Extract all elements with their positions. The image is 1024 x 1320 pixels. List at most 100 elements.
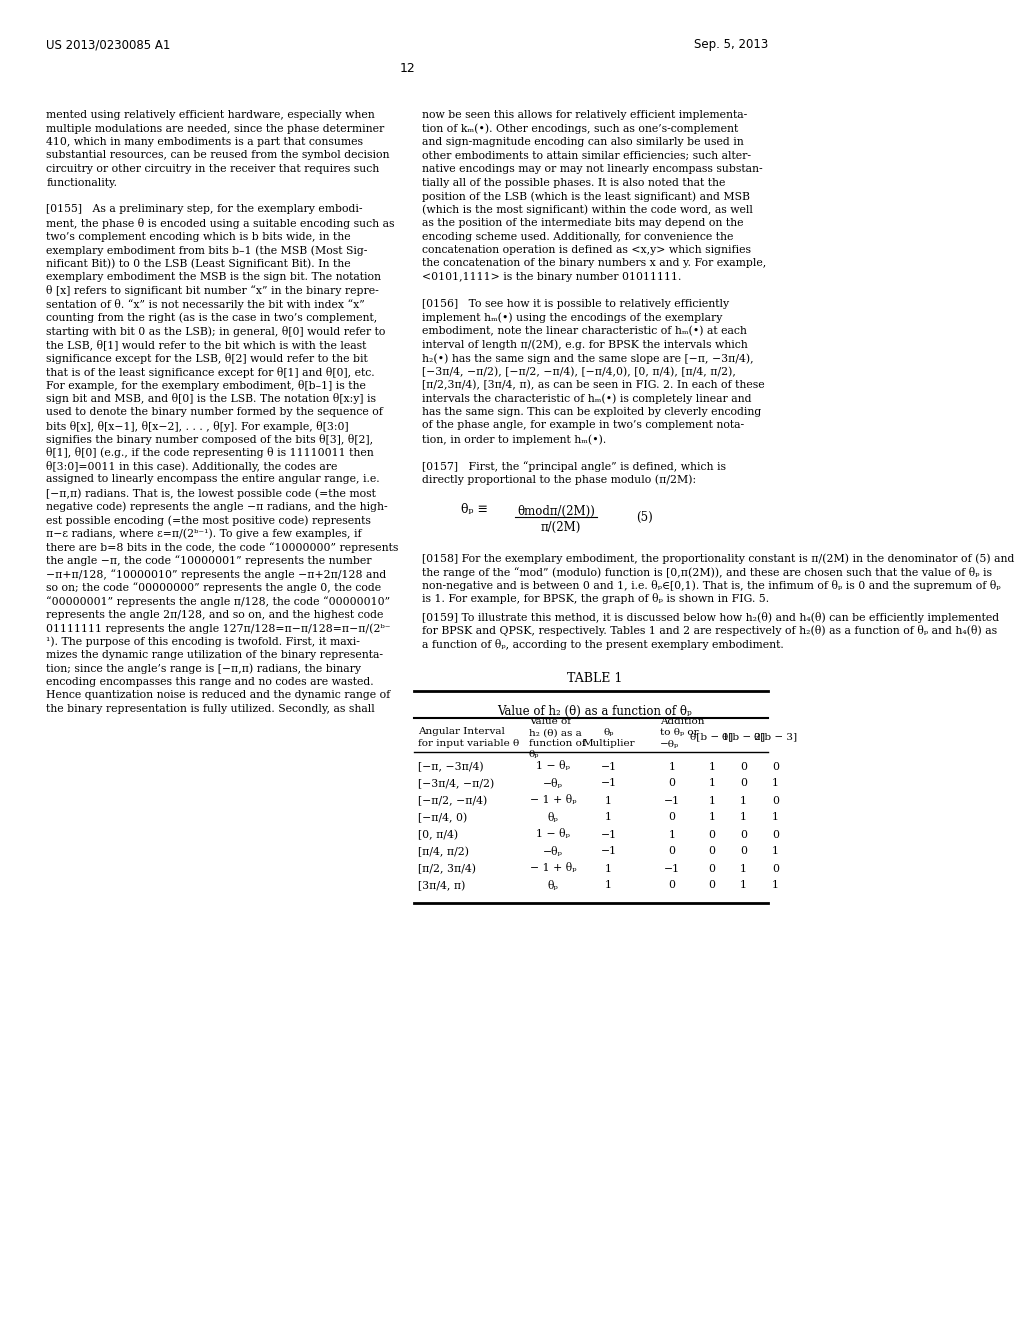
Text: 0: 0: [709, 863, 716, 874]
Text: has the same sign. This can be exploited by cleverly encoding: has the same sign. This can be exploited…: [422, 407, 761, 417]
Text: Value of: Value of: [529, 718, 571, 726]
Text: 1: 1: [709, 796, 716, 805]
Text: [−π/4, 0): [−π/4, 0): [418, 813, 467, 822]
Text: encoding scheme used. Additionally, for convenience the: encoding scheme used. Additionally, for …: [422, 231, 733, 242]
Text: of the phase angle, for example in two’s complement nota-: of the phase angle, for example in two’s…: [422, 421, 743, 430]
Text: [−π,π) radians. That is, the lowest possible code (=the most: [−π,π) radians. That is, the lowest poss…: [46, 488, 376, 499]
Text: as the position of the intermediate bits may depend on the: as the position of the intermediate bits…: [422, 218, 743, 228]
Text: sentation of θ. “x” is not necessarily the bit with index “x”: sentation of θ. “x” is not necessarily t…: [46, 300, 365, 310]
Text: 0: 0: [740, 846, 748, 857]
Text: Sep. 5, 2013: Sep. 5, 2013: [694, 38, 768, 51]
Text: 0: 0: [772, 796, 779, 805]
Text: [π/2, 3π/4): [π/2, 3π/4): [418, 863, 475, 874]
Text: intervals the characteristic of hₘ(•) is completely linear and: intervals the characteristic of hₘ(•) is…: [422, 393, 751, 404]
Text: tially all of the possible phases. It is also noted that the: tially all of the possible phases. It is…: [422, 177, 725, 187]
Text: θₚ: θₚ: [529, 751, 540, 759]
Text: 0: 0: [772, 762, 779, 771]
Text: 0: 0: [669, 846, 676, 857]
Text: 410, which in many embodiments is a part that consumes: 410, which in many embodiments is a part…: [46, 137, 364, 147]
Text: the binary representation is fully utilized. Secondly, as shall: the binary representation is fully utili…: [46, 704, 375, 714]
Text: Multiplier: Multiplier: [583, 738, 635, 747]
Text: π/(2M): π/(2M): [541, 521, 582, 535]
Text: 1: 1: [605, 863, 612, 874]
Text: [−π, −3π/4): [−π, −3π/4): [418, 762, 483, 772]
Text: 0: 0: [669, 813, 676, 822]
Text: 0: 0: [740, 829, 748, 840]
Text: [0156]   To see how it is possible to relatively efficiently: [0156] To see how it is possible to rela…: [422, 300, 729, 309]
Text: 0: 0: [709, 880, 716, 891]
Text: counting from the right (as is the case in two’s complement,: counting from the right (as is the case …: [46, 313, 378, 323]
Text: θ[b − 1]: θ[b − 1]: [690, 733, 733, 742]
Text: −1: −1: [600, 846, 616, 857]
Text: native encodings may or may not linearly encompass substan-: native encodings may or may not linearly…: [422, 164, 762, 174]
Text: <0101,1111> is the binary number 01011111.: <0101,1111> is the binary number 0101111…: [422, 272, 681, 282]
Text: [π/4, π/2): [π/4, π/2): [418, 846, 469, 857]
Text: signifies the binary number composed of the bits θ[3], θ[2],: signifies the binary number composed of …: [46, 434, 374, 445]
Text: and sign-magnitude encoding can also similarly be used in: and sign-magnitude encoding can also sim…: [422, 137, 743, 147]
Text: Hence quantization noise is reduced and the dynamic range of: Hence quantization noise is reduced and …: [46, 690, 390, 701]
Text: 1: 1: [709, 813, 716, 822]
Text: 1: 1: [605, 880, 612, 891]
Text: 0: 0: [669, 880, 676, 891]
Text: 1: 1: [740, 863, 748, 874]
Text: [π/2,3π/4), [3π/4, π), as can be seen in FIG. 2. In each of these: [π/2,3π/4), [3π/4, π), as can be seen in…: [422, 380, 764, 391]
Text: h₂(•) has the same sign and the same slope are [−π, −3π/4),: h₂(•) has the same sign and the same slo…: [422, 352, 754, 363]
Text: −1: −1: [600, 762, 616, 771]
Text: [0157]   First, the “principal angle” is defined, which is: [0157] First, the “principal angle” is d…: [422, 461, 726, 471]
Text: 1: 1: [709, 762, 716, 771]
Text: a function of θₚ, according to the present exemplary embodiment.: a function of θₚ, according to the prese…: [422, 639, 783, 649]
Text: interval of length π/(2M), e.g. for BPSK the intervals which: interval of length π/(2M), e.g. for BPSK…: [422, 339, 748, 350]
Text: assigned to linearly encompass the entire angular range, i.e.: assigned to linearly encompass the entir…: [46, 474, 380, 484]
Text: est possible encoding (=the most positive code) represents: est possible encoding (=the most positiv…: [46, 515, 371, 525]
Text: θₚ: θₚ: [603, 727, 613, 737]
Text: so on; the code “00000000” represents the angle 0, the code: so on; the code “00000000” represents th…: [46, 582, 381, 593]
Text: θₚ: θₚ: [548, 813, 558, 822]
Text: function of: function of: [529, 739, 586, 748]
Text: the angle −π, the code “10000001” represents the number: the angle −π, the code “10000001” repres…: [46, 556, 372, 566]
Text: [−π/2, −π/4): [−π/2, −π/4): [418, 796, 486, 805]
Text: − 1 + θₚ: − 1 + θₚ: [529, 796, 577, 805]
Text: functionality.: functionality.: [46, 177, 117, 187]
Text: θ[b − 3]: θ[b − 3]: [754, 733, 797, 742]
Text: position of the LSB (which is the least significant) and MSB: position of the LSB (which is the least …: [422, 191, 750, 202]
Text: to θₚ or: to θₚ or: [660, 729, 698, 738]
Text: starting with bit 0 as the LSB); in general, θ[0] would refer to: starting with bit 0 as the LSB); in gene…: [46, 326, 385, 337]
Text: −1: −1: [664, 863, 680, 874]
Text: 1: 1: [605, 813, 612, 822]
Text: θmodπ/(2M)): θmodπ/(2M)): [517, 506, 595, 517]
Text: h₂ (θ) as a: h₂ (θ) as a: [529, 729, 582, 738]
Text: 1: 1: [772, 846, 779, 857]
Text: [−3π/4, −π/2), [−π/2, −π/4), [−π/4,0), [0, π/4), [π/4, π/2),: [−3π/4, −π/2), [−π/2, −π/4), [−π/4,0), […: [422, 367, 735, 376]
Text: [3π/4, π): [3π/4, π): [418, 880, 465, 891]
Text: tion, in order to implement hₘ(•).: tion, in order to implement hₘ(•).: [422, 434, 606, 445]
Text: 1: 1: [740, 880, 748, 891]
Text: embodiment, note the linear characteristic of hₘ(•) at each: embodiment, note the linear characterist…: [422, 326, 746, 337]
Text: there are b=8 bits in the code, the code “10000000” represents: there are b=8 bits in the code, the code…: [46, 543, 398, 553]
Text: nificant Bit)) to 0 the LSB (Least Significant Bit). In the: nificant Bit)) to 0 the LSB (Least Signi…: [46, 259, 351, 269]
Text: For example, for the exemplary embodiment, θ[b–1] is the: For example, for the exemplary embodimen…: [46, 380, 366, 391]
Text: for input variable θ: for input variable θ: [418, 738, 519, 747]
Text: tion; since the angle’s range is [−π,π) radians, the binary: tion; since the angle’s range is [−π,π) …: [46, 664, 361, 675]
Text: implement hₘ(•) using the encodings of the exemplary: implement hₘ(•) using the encodings of t…: [422, 313, 722, 323]
Text: non-negative and is between 0 and 1, i.e. θₚ∈[0,1). That is, the infimum of θₚ i: non-negative and is between 0 and 1, i.e…: [422, 579, 1000, 591]
Text: 1 − θₚ: 1 − θₚ: [536, 829, 569, 840]
Text: used to denote the binary number formed by the sequence of: used to denote the binary number formed …: [46, 407, 383, 417]
Text: Value of h₂ (θ) as a function of θₚ: Value of h₂ (θ) as a function of θₚ: [498, 705, 692, 718]
Text: mizes the dynamic range utilization of the binary representa-: mizes the dynamic range utilization of t…: [46, 649, 383, 660]
Text: π−ε radians, where ε=π/(2ᵇ⁻¹). To give a few examples, if: π−ε radians, where ε=π/(2ᵇ⁻¹). To give a…: [46, 528, 361, 539]
Text: US 2013/0230085 A1: US 2013/0230085 A1: [46, 38, 171, 51]
Text: exemplary embodiment the MSB is the sign bit. The notation: exemplary embodiment the MSB is the sign…: [46, 272, 381, 282]
Text: is 1. For example, for BPSK, the graph of θₚ is shown in FIG. 5.: is 1. For example, for BPSK, the graph o…: [422, 594, 769, 605]
Text: 1: 1: [772, 880, 779, 891]
Text: the LSB, θ[1] would refer to the bit which is with the least: the LSB, θ[1] would refer to the bit whi…: [46, 339, 367, 350]
Text: 0: 0: [709, 829, 716, 840]
Text: 1: 1: [772, 813, 779, 822]
Text: −1: −1: [664, 796, 680, 805]
Text: −θₚ: −θₚ: [660, 739, 679, 748]
Text: [0159] To illustrate this method, it is discussed below how h₂(θ) and h₄(θ) can : [0159] To illustrate this method, it is …: [422, 612, 998, 623]
Text: [0158] For the exemplary embodiment, the proportionality constant is π/(2M) in t: [0158] For the exemplary embodiment, the…: [422, 553, 1014, 564]
Text: Angular Interval: Angular Interval: [418, 727, 505, 737]
Text: 1: 1: [605, 796, 612, 805]
Text: circuitry or other circuitry in the receiver that requires such: circuitry or other circuitry in the rece…: [46, 164, 379, 174]
Text: 1: 1: [669, 762, 676, 771]
